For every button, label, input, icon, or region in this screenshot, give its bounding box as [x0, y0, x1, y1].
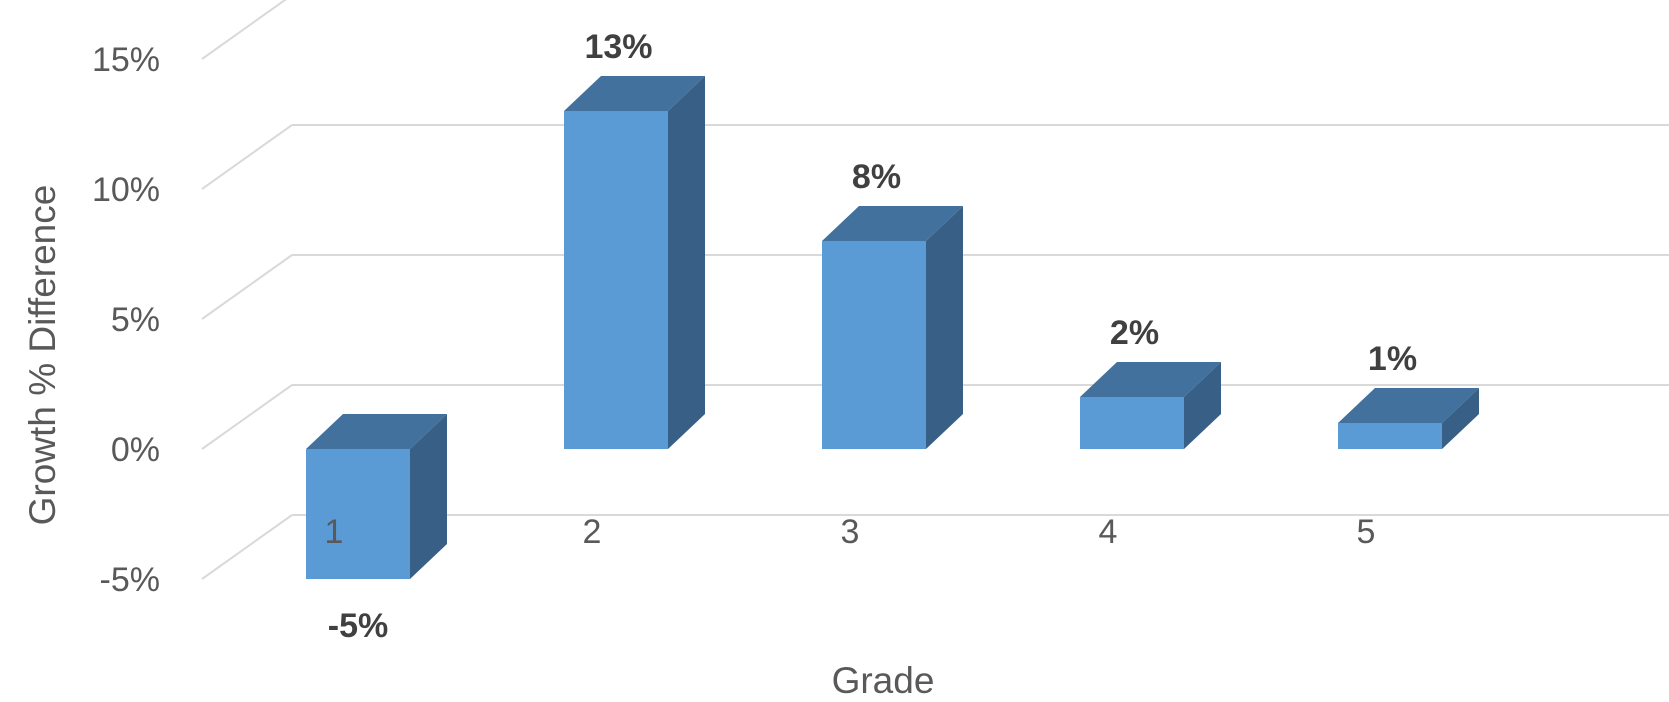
bar [564, 76, 705, 449]
bar [1080, 362, 1221, 449]
bar-top [564, 76, 705, 111]
gridline [201, 0, 287, 60]
x-tick-label: 5 [1357, 513, 1376, 551]
bar-side [668, 76, 705, 449]
gridlines [201, 0, 1669, 580]
bar-top [1338, 388, 1479, 423]
bar-top [822, 206, 963, 241]
gridline [201, 384, 1669, 450]
data-label: 8% [852, 158, 901, 196]
data-label: 2% [1110, 314, 1159, 352]
bar [1338, 388, 1479, 449]
x-axis-categories: 1 2 3 4 5 [325, 513, 1376, 551]
y-tick-label: 10% [92, 171, 160, 209]
bar-side [410, 414, 447, 579]
x-axis-title: Grade [832, 660, 935, 701]
gridline [201, 254, 1669, 320]
bar [822, 206, 963, 449]
data-label: -5% [328, 607, 388, 645]
bar-front [306, 449, 410, 579]
data-labels: -5% 13% 8% 2% 1% [328, 28, 1417, 645]
y-tick-label: -5% [100, 561, 160, 599]
bars [306, 76, 1479, 579]
x-tick-label: 1 [325, 513, 344, 551]
gridline [201, 124, 1669, 190]
bar-side [1184, 362, 1221, 449]
y-axis-ticks: -5% 0% 5% 10% 15% [92, 41, 160, 599]
bar-front [1080, 397, 1184, 449]
bar-top [1080, 362, 1221, 397]
bar-side [926, 206, 963, 449]
y-tick-label: 15% [92, 41, 160, 79]
y-tick-label: 0% [111, 431, 160, 469]
bar [306, 414, 447, 579]
bar-front [1338, 423, 1442, 449]
x-tick-label: 4 [1099, 513, 1118, 551]
bar-front [564, 111, 668, 449]
data-label: 1% [1368, 340, 1417, 378]
y-tick-label: 5% [111, 301, 160, 339]
x-tick-label: 2 [583, 513, 602, 551]
y-axis-title: Growth % Difference [22, 185, 63, 526]
bar-side [1442, 388, 1479, 449]
bar-front [822, 241, 926, 449]
data-label: 13% [584, 28, 652, 66]
bar-top [306, 414, 447, 449]
x-tick-label: 3 [841, 513, 860, 551]
gridline [201, 514, 1669, 580]
